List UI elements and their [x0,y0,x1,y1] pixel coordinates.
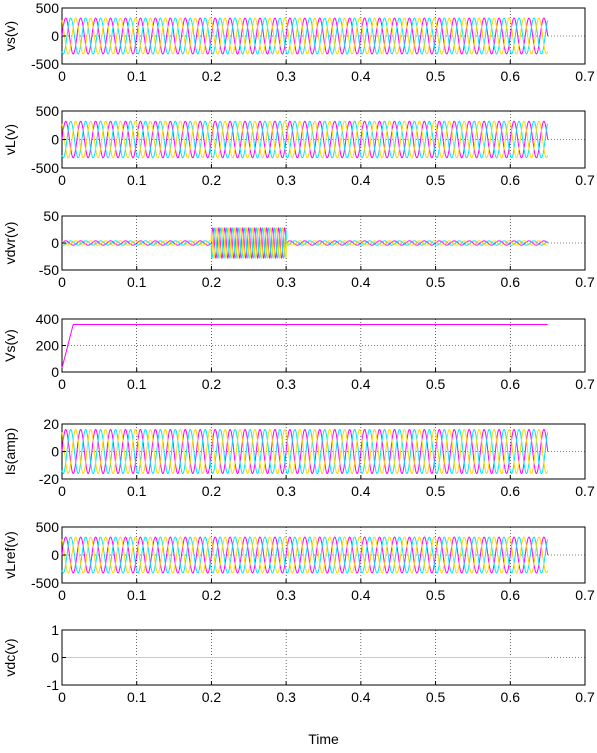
x-tick-label: 0.4 [351,483,371,499]
x-tick-label: 0.1 [127,587,147,603]
y-tick-label: -20 [39,471,59,487]
y-tick-label: 0 [51,650,59,666]
x-tick-label: 0.3 [276,376,296,392]
x-tick-label: 0.4 [351,587,371,603]
x-tick-label: 0 [58,68,66,84]
x-tick-label: 0.1 [127,376,147,392]
subplot-4: 0 0.1 0.2 0.3 0.4 0.5 0.6 0.7 400 200 0 Vs(v) [2,311,595,392]
y-tick-label: 1 [51,622,59,638]
x-tick-label: 0.7 [575,376,595,392]
y-tick-label: 0 [51,364,59,380]
x-tick-label: 0 [58,376,66,392]
x-tick-label: 0.6 [501,274,521,290]
y-tick-label: 0 [51,132,59,148]
x-tick-label: 0.2 [202,483,222,499]
x-tick-label: 0.3 [276,483,296,499]
x-tick-label: 0.1 [127,689,147,705]
y-axis-label: Is(amp) [2,428,18,475]
x-tick-label: 0.6 [501,483,521,499]
y-tick-label: -1 [47,677,60,693]
series-line-3 [61,536,549,574]
x-tick-label: 0.5 [426,68,446,84]
x-tick-label: 0.5 [426,689,446,705]
x-tick-label: 0.6 [501,68,521,84]
x-tick-label: 0.4 [351,274,371,290]
x-tick-label: 0.6 [501,172,521,188]
x-tick-label: 0.4 [351,68,371,84]
y-axis-label: vLref(v) [2,531,18,578]
y-tick-label: 200 [36,338,60,354]
x-tick-label: 0.2 [202,274,222,290]
x-tick-label: 0.2 [202,587,222,603]
x-tick-label: 0.7 [575,172,595,188]
y-tick-label: 500 [36,103,60,119]
y-tick-label: 0 [51,444,59,460]
x-tick-label: 0.6 [501,587,521,603]
y-tick-label: -500 [31,575,59,591]
x-tick-label: 0.1 [127,483,147,499]
x-tick-label: 0.6 [501,689,521,705]
x-tick-label: 0 [58,172,66,188]
x-tick-label: 0.7 [575,274,595,290]
y-tick-label: 500 [36,519,60,535]
x-tick-label: 0.2 [202,172,222,188]
y-axis-label: Vs(v) [2,329,18,362]
x-tick-label: 0.5 [426,274,446,290]
y-axis-label: vdvr(v) [2,222,18,265]
y-tick-label: -500 [31,160,59,176]
x-tick-label: 0.2 [202,376,222,392]
x-tick-label: 0.4 [351,376,371,392]
x-tick-label: 0.3 [276,689,296,705]
x-tick-label: 0.3 [276,274,296,290]
x-tick-label: 0.1 [127,68,147,84]
y-axis-label: vL(v) [2,124,18,155]
y-tick-label: 0 [51,28,59,44]
x-tick-label: 0.7 [575,587,595,603]
x-tick-label: 0.3 [276,587,296,603]
x-tick-label: 0.7 [575,68,595,84]
x-tick-label: 0.1 [127,172,147,188]
y-tick-label: -50 [39,262,59,278]
x-tick-label: 0.6 [501,376,521,392]
y-tick-label: 0 [51,235,59,251]
x-tick-label: 0.3 [276,172,296,188]
x-tick-label: 0.4 [351,689,371,705]
y-tick-label: 20 [43,416,59,432]
x-tick-label: 0.2 [202,689,222,705]
x-tick-label: 0 [58,587,66,603]
x-tick-label: 0 [58,689,66,705]
y-tick-label: 0 [51,547,59,563]
series-line-3 [61,428,549,475]
x-tick-label: 0.2 [202,68,222,84]
x-axis-label: Time [308,731,339,747]
x-tick-label: 0 [58,274,66,290]
x-tick-label: 0.7 [575,689,595,705]
x-tick-label: 0.5 [426,376,446,392]
x-tick-label: 0.3 [276,68,296,84]
y-tick-label: 500 [36,0,60,16]
x-tick-label: 0.5 [426,172,446,188]
series-line-3 [61,17,549,55]
y-tick-label: -500 [31,56,59,72]
x-tick-label: 0.5 [426,587,446,603]
y-tick-label: 50 [43,208,59,224]
x-tick-label: 0.1 [127,274,147,290]
x-tick-label: 0.4 [351,172,371,188]
x-tick-label: 0 [58,483,66,499]
y-tick-label: 400 [36,311,60,327]
series-line-1 [61,324,548,369]
series-line-3 [61,120,549,159]
y-axis-label: vs(v) [2,21,18,51]
x-tick-label: 0.5 [426,483,446,499]
y-axis-label: vdc(v) [2,638,18,676]
x-tick-label: 0.7 [575,483,595,499]
series-line-3 [61,227,548,259]
